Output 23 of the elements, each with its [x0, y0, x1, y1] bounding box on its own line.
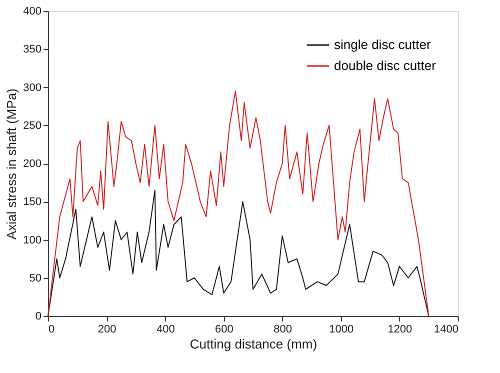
y-tick-label: 0	[35, 310, 42, 322]
y-tick-label: 300	[23, 82, 42, 94]
y-axis-title: Axial stress in shaft (MPa)	[4, 88, 20, 240]
x-tick-label: 1400	[434, 324, 458, 336]
y-tick-label: 400	[23, 6, 42, 18]
y-tick-label: 150	[23, 196, 42, 208]
legend-label: double disc cutter	[334, 58, 437, 73]
y-tick-label: 100	[23, 234, 42, 246]
line-series	[48, 90, 430, 316]
x-tick-label: 600	[215, 324, 234, 336]
x-tick-label: 800	[274, 324, 292, 336]
x-tick-label: 0	[48, 324, 55, 336]
x-tick-label: 1000	[329, 324, 354, 336]
y-tick-label: 250	[23, 120, 42, 132]
legend-label: single disc cutter	[334, 37, 432, 52]
line-series	[48, 190, 430, 316]
y-tick-label: 200	[23, 158, 42, 170]
x-tick-label: 400	[156, 324, 175, 336]
x-axis-title: Cutting distance (mm)	[190, 336, 318, 352]
y-tick-label: 50	[29, 272, 42, 284]
x-tick-label: 1200	[388, 324, 412, 336]
x-tick-label: 200	[98, 324, 116, 336]
y-tick-label: 350	[23, 44, 42, 56]
